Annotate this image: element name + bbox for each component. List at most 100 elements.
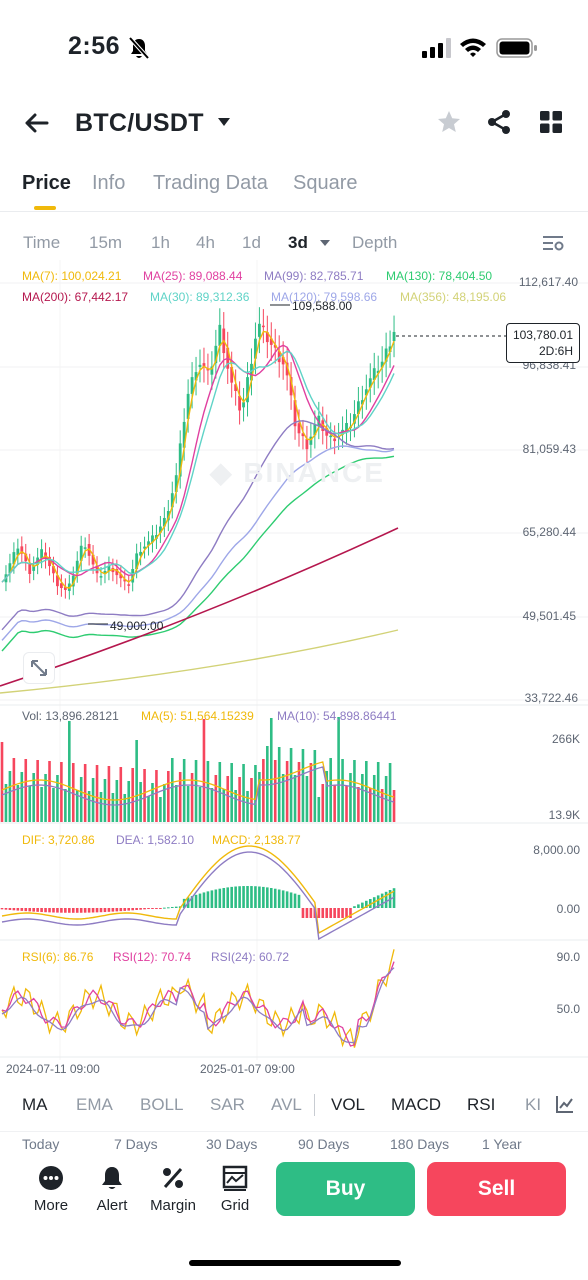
macd-value-label: MACD: 2,138.77 [212,833,301,847]
more-icon [39,1166,63,1190]
volume-bar [60,762,63,822]
price-axis-label: 65,280.44 [522,525,576,539]
tab-trading-data[interactable]: Trading Data [153,172,268,194]
volume-bar [52,788,55,822]
interval-1h[interactable]: 1h [151,233,170,252]
indicator-rsi[interactable]: RSI [467,1095,496,1114]
ma200-label: MA(200): 67,442.17 [22,290,129,304]
pair-title[interactable]: BTC/USDT [75,109,204,137]
macd-histogram-bar [147,908,150,910]
volume-bar [75,790,79,822]
indicator-sar[interactable]: SAR [210,1095,245,1114]
volume-bar [266,746,269,822]
battery-icon [496,38,537,58]
volume-bar [293,775,297,822]
volume-axis-top: 266K [551,732,580,746]
share-icon[interactable] [486,109,512,135]
tab-square[interactable]: Square [293,172,358,194]
volume-bar [186,786,190,822]
indicator-macd[interactable]: MACD [391,1095,442,1114]
period-7-days[interactable]: 7 Days [114,1136,158,1152]
macd-histogram-bar [119,908,123,912]
chart-settings-icon[interactable] [541,233,565,253]
candle-body [103,571,107,575]
macd-histogram-bar [68,908,71,913]
candle-body [329,435,333,438]
period-180-days[interactable]: 180 Days [390,1136,450,1152]
period-30-days[interactable]: 30 Days [206,1136,258,1152]
candle-body [313,424,317,436]
macd-histogram-bar [71,908,75,913]
indicator-ma[interactable]: MA [22,1095,48,1114]
period-90-days[interactable]: 90 Days [298,1136,350,1152]
macd-histogram-bar [210,890,214,908]
candle-body [250,363,253,381]
candle-body [119,574,123,579]
volume-bar [123,794,127,822]
volume-bar [234,790,237,822]
macd-histogram-bar [250,886,253,908]
alert-button[interactable]: Alert [83,1164,141,1222]
period-1-year[interactable]: 1 Year [482,1136,522,1152]
macd-histogram-bar [143,908,146,910]
indicator-ema[interactable]: EMA [76,1095,113,1114]
candle-body [186,393,190,419]
tab-price[interactable]: Price [22,172,71,194]
macd-histogram-bar [95,908,99,913]
back-arrow-icon[interactable] [22,108,52,138]
candle-body [40,549,43,559]
rsi6-line [1,949,395,1048]
candle-body [178,443,182,477]
grid-layout-icon[interactable] [539,110,563,134]
macd-histogram-bar [202,892,206,908]
ma25-label: MA(25): 89,088.44 [143,269,243,283]
indicator-settings-icon[interactable] [555,1094,575,1114]
rsi12-label: RSI(12): 70.74 [113,950,192,964]
volume-bar [210,788,214,822]
candle-body [301,433,305,437]
macd-histogram-bar [365,900,368,908]
interval-4h[interactable]: 4h [196,233,215,252]
candle-body [281,356,285,365]
interval-15m[interactable]: 15m [89,233,123,252]
tab-info[interactable]: Info [92,172,126,194]
indicator-avl[interactable]: AVL [271,1095,302,1114]
indicator-kdj[interactable]: KI [525,1095,542,1114]
bell-icon [102,1167,122,1189]
favorite-star-icon[interactable] [436,109,462,135]
macd-histogram-bar [40,908,43,913]
macd-histogram-bar [305,908,309,918]
sell-button[interactable]: Sell [427,1162,566,1216]
interval-1d[interactable]: 1d [242,233,261,252]
interval-time[interactable]: Time [23,233,61,252]
interval-depth[interactable]: Depth [352,233,398,252]
indicator-vol[interactable]: VOL [331,1095,366,1114]
margin-button[interactable]: Margin [144,1164,202,1222]
buy-button[interactable]: Buy [276,1162,415,1216]
volume-label: Vol: 13,896.28121 [22,709,119,723]
macd-histogram-bar [151,908,154,909]
macd-histogram-bar [131,908,134,911]
candle-body [388,346,392,353]
expand-chart-button[interactable] [23,652,55,684]
candle-body [242,402,245,408]
macd-histogram-bar [242,886,245,908]
candle-body [198,364,202,367]
macd-histogram-bar [103,908,107,913]
indicator-boll[interactable]: BOLL [140,1095,184,1114]
ma99-label: MA(99): 82,785.71 [264,269,364,283]
volume-bar [289,748,293,822]
interval-3d[interactable]: 3d [288,233,308,252]
candle-body [131,569,135,583]
period-today[interactable]: Today [22,1136,60,1152]
volume-bar [337,717,340,822]
home-indicator [189,1260,401,1266]
volume-bar [285,761,289,822]
chevron-down-icon[interactable] [319,239,331,247]
grid-trading-button[interactable]: Grid [206,1164,264,1222]
candle-body [230,366,234,383]
more-button[interactable]: More [22,1164,80,1222]
price-chart[interactable] [0,260,588,1060]
chevron-down-icon[interactable] [216,116,232,128]
macd-histogram-bar [155,908,158,909]
